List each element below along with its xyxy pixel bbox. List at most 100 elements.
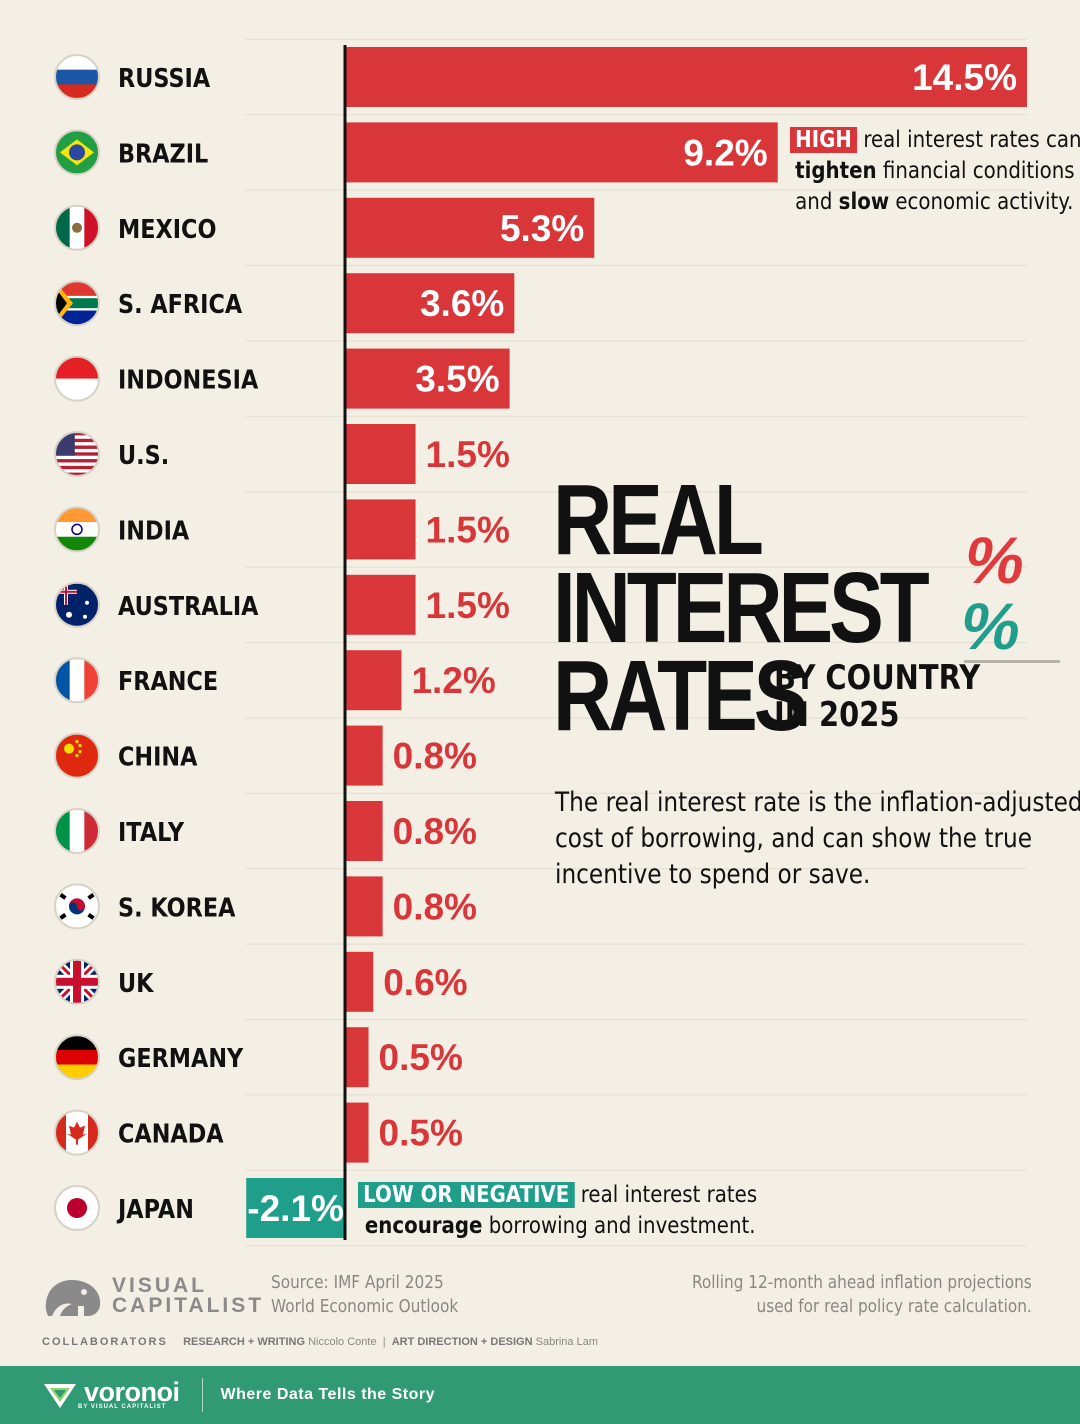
description-line-1: The real interest rate is the inflation-… — [555, 787, 1080, 818]
country-label: FRANCE — [118, 666, 218, 697]
bar-value-label: 5.3% — [500, 208, 584, 249]
bar-value-label: -2.1% — [247, 1188, 344, 1229]
high-note-line-3a: and — [795, 189, 839, 215]
country-label: ITALY — [118, 816, 184, 847]
bar-chart: 14.5% RUSSIA 9.2% BRAZIL 5.3% MEXICO 3.6% S. AF… — [54, 38, 1027, 1247]
collaborators-separator: | — [382, 1336, 386, 1348]
bar-value-label: 3.5% — [415, 359, 499, 400]
low-note-line-2: borrowing and investment. — [482, 1213, 756, 1239]
bar-value-label: 0.8% — [393, 886, 477, 927]
brazil-flag-icon — [54, 129, 100, 176]
bar-australia — [345, 574, 416, 635]
collaborators-label: COLLABORATORS — [42, 1336, 168, 1348]
uk-flag-icon — [54, 958, 100, 1005]
source-text: Source: IMF April 2025 World Economic Ou… — [271, 1271, 458, 1319]
indonesia-flag-icon — [54, 355, 100, 402]
collaborators: COLLABORATORS RESEARCH + WRITING Niccolo… — [42, 1336, 598, 1348]
mexico-flag-icon — [54, 204, 100, 251]
bar-value-label: 14.5% — [912, 57, 1017, 98]
bar-value-label: 3.6% — [420, 283, 504, 324]
subtitle-line-2: IN 2025 — [773, 695, 899, 735]
country-label: S. AFRICA — [118, 289, 242, 320]
bar-value-label: 1.5% — [426, 585, 510, 626]
voronoi-mark-icon — [44, 1384, 76, 1408]
bar-value-label: 0.5% — [379, 1037, 463, 1078]
footer-tagline: Where Data Tells the Story — [220, 1386, 436, 1403]
bar-italy — [345, 801, 383, 861]
methodology-note: Rolling 12-month ahead inflation project… — [692, 1271, 1032, 1319]
chart-description: The real interest rate is the inflation-… — [555, 785, 1080, 893]
high-note-line-3b: economic activity. — [889, 189, 1074, 215]
bar-russia — [345, 47, 1027, 107]
country-label: GERMANY — [118, 1043, 244, 1074]
country-label: U.S. — [118, 439, 169, 470]
footer-divider — [201, 1378, 203, 1412]
title-line-interest: INTEREST — [553, 552, 930, 664]
us-flag-icon — [54, 431, 100, 477]
flags — [54, 54, 100, 1231]
role-design: ART DIRECTION + DESIGN — [391, 1336, 533, 1348]
bar-value-label: 0.6% — [383, 962, 467, 1003]
bar-value-label: 0.5% — [379, 1113, 463, 1154]
bar-value-label: 1.2% — [411, 660, 495, 701]
italy-flag-icon — [54, 808, 100, 854]
bar-mexico — [345, 197, 595, 258]
high-note-line-1: real interest rates can — [857, 127, 1080, 153]
gridlines — [245, 38, 1027, 1247]
voronoi-logo[interactable]: voronoi BY VISUAL CAPITALIST — [42, 1377, 180, 1410]
description-line-2: cost of borrowing, and can show the true — [555, 823, 1033, 854]
high-tag: HIGH — [790, 127, 858, 153]
country-label: UK — [118, 967, 155, 998]
low-note-bold-encourage: encourage — [364, 1213, 483, 1239]
visual-capitalist-logo: VISUAL CAPITALIST — [40, 1272, 264, 1320]
bar-indonesia — [345, 348, 510, 409]
description-line-3: incentive to spend or save. — [555, 859, 871, 890]
high-rates-annotation: HIGH real interest rates can tighten fin… — [790, 125, 1080, 218]
high-note-bold-tighten: tighten — [795, 158, 877, 184]
germany-flag-icon — [54, 1034, 100, 1081]
name-design: Sabrina Lam — [535, 1336, 598, 1348]
bar-safrica — [345, 273, 515, 334]
title-underline — [964, 660, 1060, 663]
bar-canada — [345, 1102, 369, 1163]
bar-value-label: 1.5% — [426, 434, 510, 475]
title-line-rates: RATES — [553, 640, 808, 752]
bar-india — [345, 499, 416, 560]
bar-france — [345, 650, 402, 711]
country-label: RUSSIA — [118, 62, 210, 93]
bar-value-label: 0.8% — [393, 736, 477, 777]
method-line-2: used for real policy rate calculation. — [756, 1296, 1032, 1317]
country-label: AUSTRALIA — [118, 590, 259, 621]
country-label: INDIA — [118, 515, 189, 546]
bar-japan — [246, 1178, 345, 1238]
south-africa-flag-icon — [54, 280, 100, 327]
low-rates-annotation: LOW OR NEGATIVE real interest rates enco… — [358, 1180, 757, 1242]
japan-flag-icon — [54, 1185, 100, 1231]
subtitle-line-1: BY COUNTRY — [773, 658, 980, 698]
bar-germany — [345, 1027, 369, 1088]
voronoi-brand-sub: BY VISUAL CAPITALIST — [78, 1404, 167, 1410]
bar-brazil — [345, 122, 778, 183]
canada-flag-icon — [54, 1109, 100, 1156]
bar-skorea — [345, 876, 383, 937]
france-flag-icon — [54, 657, 100, 704]
low-note-line-1: real interest rates — [574, 1182, 758, 1208]
role-research: RESEARCH + WRITING — [183, 1336, 306, 1348]
south-korea-flag-icon — [54, 883, 100, 930]
high-note-bold-slow: slow — [838, 189, 890, 215]
method-line-1: Rolling 12-month ahead inflation project… — [692, 1272, 1032, 1293]
country-label: INDONESIA — [118, 364, 258, 395]
russia-flag-icon — [54, 54, 100, 100]
bar-uk — [345, 951, 374, 1012]
australia-flag-icon — [54, 581, 100, 628]
logo-line-2: CAPITALIST — [112, 1294, 265, 1317]
logo-line-1: VISUAL — [112, 1274, 208, 1297]
india-flag-icon — [54, 506, 100, 553]
bars: 14.5% RUSSIA 9.2% BRAZIL 5.3% MEXICO 3.6% S. AF… — [116, 47, 1027, 1238]
name-research: Niccolo Conte — [308, 1336, 377, 1348]
bar-value-label: 1.5% — [426, 509, 510, 550]
bar-us — [345, 424, 416, 484]
country-label: CHINA — [118, 741, 198, 772]
voronoi-brand: voronoi — [84, 1377, 180, 1407]
chart-title: REAL INTEREST RATES BY COUNTRY IN 2025 — [553, 470, 1016, 752]
